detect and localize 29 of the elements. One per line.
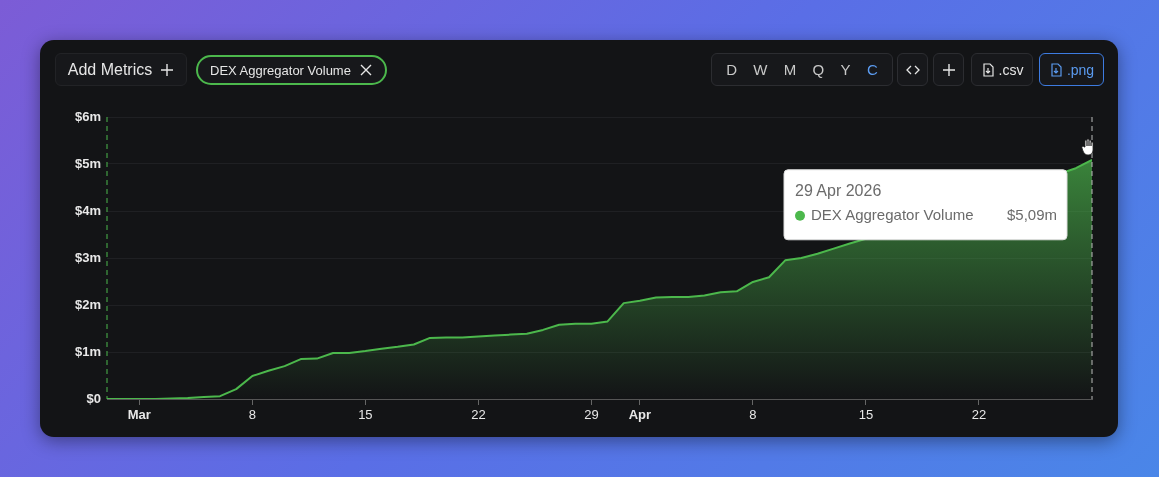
text: D (726, 61, 737, 78)
y-tick-label: $2m (74, 296, 101, 312)
x-tick-label: 22 (971, 407, 987, 423)
text: Y (840, 61, 851, 78)
x-tick-label: 8 (248, 407, 256, 423)
y-tick-label: $6m (74, 108, 101, 124)
x-tick-label: 8 (749, 407, 757, 423)
text: DEX Aggregator Volume (210, 62, 351, 78)
y-tick-label: $3m (74, 249, 101, 265)
x-tick-label: 15 (858, 407, 874, 423)
annotation: 29 Apr 2026 (795, 182, 882, 200)
legend-label: DEX Aggregator Volume (811, 205, 974, 223)
text: .csv (998, 61, 1024, 78)
text: C (866, 61, 878, 78)
text: .png (1066, 61, 1095, 78)
annotation: $5,09m (1006, 205, 1057, 223)
x-tick-label: Mar (127, 407, 151, 423)
x-tick-label: 29 (584, 407, 599, 423)
text: Add Metrics (67, 60, 153, 79)
text: M (783, 61, 797, 78)
x-tick-label: 22 (471, 407, 486, 423)
y-tick-label: $4m (74, 202, 101, 218)
y-tick-label: $0 (86, 390, 101, 406)
y-tick-label: $5m (74, 155, 101, 171)
text: W (753, 61, 768, 78)
text: Q (812, 61, 825, 78)
y-tick-label: $1m (74, 343, 101, 359)
x-tick-label: 15 (358, 407, 373, 423)
x-tick-label: Apr (628, 407, 652, 423)
